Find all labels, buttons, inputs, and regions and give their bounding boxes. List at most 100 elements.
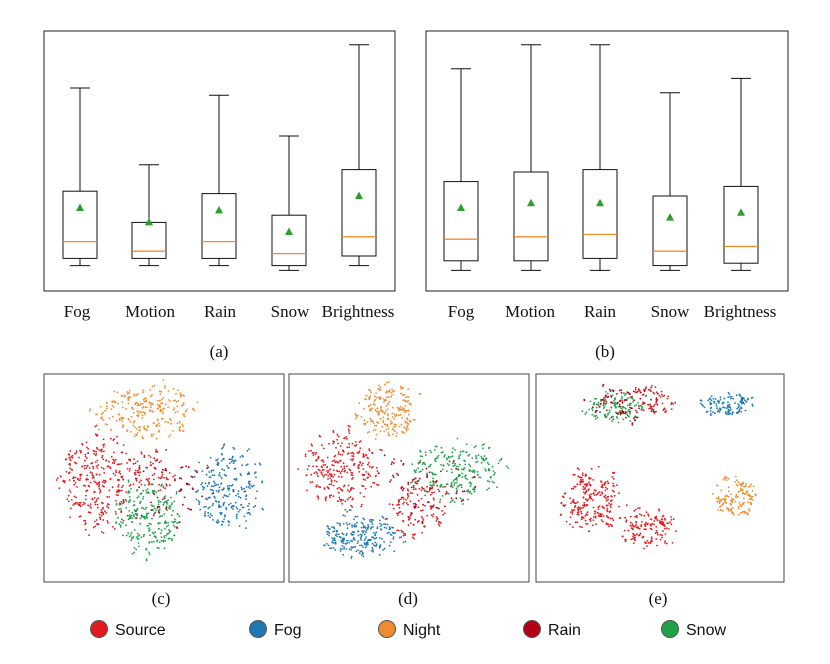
point-source: [115, 471, 117, 474]
point-rain: [421, 522, 424, 525]
point-night: [394, 430, 397, 433]
point-source: [94, 501, 96, 504]
point-night: [172, 408, 175, 411]
point-night: [149, 404, 152, 407]
point-rain: [183, 496, 186, 499]
point-snow: [176, 522, 178, 524]
point-snow: [454, 449, 456, 451]
point-night: [404, 411, 406, 414]
point-snow: [604, 403, 607, 406]
point-fog: [336, 522, 339, 524]
point-source: [423, 525, 425, 528]
point-snow: [418, 471, 421, 473]
point-rain: [616, 393, 618, 395]
point-snow: [119, 524, 122, 527]
point-source: [348, 443, 351, 445]
point-fog: [722, 406, 724, 409]
point-source: [579, 508, 582, 511]
point-snow: [468, 463, 470, 466]
point-night: [162, 407, 165, 410]
point-source: [590, 493, 592, 495]
point-night: [160, 402, 163, 404]
point-snow: [119, 526, 122, 528]
point-source: [96, 482, 98, 484]
point-source: [398, 506, 401, 509]
point-rain: [450, 497, 453, 500]
point-night: [162, 412, 164, 415]
point-source: [643, 514, 646, 517]
point-fog: [357, 549, 359, 552]
point-snow: [163, 513, 166, 515]
point-fog: [386, 523, 389, 526]
point-source: [330, 483, 333, 486]
point-source: [647, 515, 650, 517]
point-source: [140, 451, 143, 454]
point-night: [173, 407, 176, 409]
point-night: [385, 391, 388, 394]
point-night: [158, 430, 160, 433]
point-source: [407, 503, 409, 506]
point-snow: [461, 450, 464, 453]
point-fog: [212, 490, 215, 492]
point-night: [743, 510, 746, 513]
legend-item-night: Night: [378, 620, 441, 639]
point-night: [128, 419, 131, 421]
point-snow: [419, 455, 422, 457]
point-rain: [611, 401, 613, 404]
point-fog: [201, 470, 204, 472]
point-night: [100, 413, 103, 416]
point-source: [99, 518, 102, 521]
point-snow: [450, 456, 452, 458]
point-source: [84, 455, 87, 458]
point-night: [382, 421, 385, 424]
point-source: [601, 486, 604, 489]
point-rain: [444, 485, 446, 488]
point-night: [736, 479, 738, 482]
point-source: [604, 489, 607, 492]
point-source: [329, 477, 332, 479]
point-night: [403, 399, 406, 402]
point-source: [598, 515, 601, 518]
point-snow: [479, 476, 482, 479]
point-night: [392, 433, 394, 436]
point-night: [132, 421, 135, 424]
point-night: [407, 428, 409, 430]
point-source: [69, 467, 71, 470]
point-fog: [393, 550, 396, 553]
point-snow: [130, 539, 133, 542]
point-fog: [233, 460, 236, 462]
point-source: [328, 494, 331, 497]
iqr-box: [723, 185, 759, 264]
point-source: [366, 477, 369, 479]
point-night: [141, 417, 144, 419]
point-fog: [208, 476, 211, 479]
point-fog: [392, 526, 394, 529]
point-snow: [629, 404, 631, 406]
point-fog: [402, 530, 404, 533]
point-source: [118, 471, 120, 474]
point-fog: [226, 485, 229, 488]
point-source: [655, 391, 658, 394]
point-source: [579, 483, 581, 486]
point-fog: [360, 550, 363, 552]
point-snow: [452, 480, 455, 482]
point-night: [386, 417, 389, 420]
panel-label-c: (c): [152, 589, 171, 608]
point-source: [314, 453, 317, 456]
point-night: [155, 437, 158, 440]
point-fog: [245, 498, 248, 501]
point-night: [376, 421, 378, 423]
point-source: [138, 464, 141, 467]
point-source: [60, 475, 62, 478]
point-source: [659, 533, 662, 536]
point-night: [124, 394, 127, 397]
point-snow: [471, 457, 474, 459]
point-source: [84, 464, 86, 467]
point-night: [721, 509, 724, 512]
point-night: [755, 494, 758, 497]
point-rain: [410, 486, 413, 489]
point-source: [78, 479, 81, 482]
point-source: [101, 484, 104, 487]
point-rain: [623, 399, 626, 401]
point-source: [571, 512, 574, 515]
